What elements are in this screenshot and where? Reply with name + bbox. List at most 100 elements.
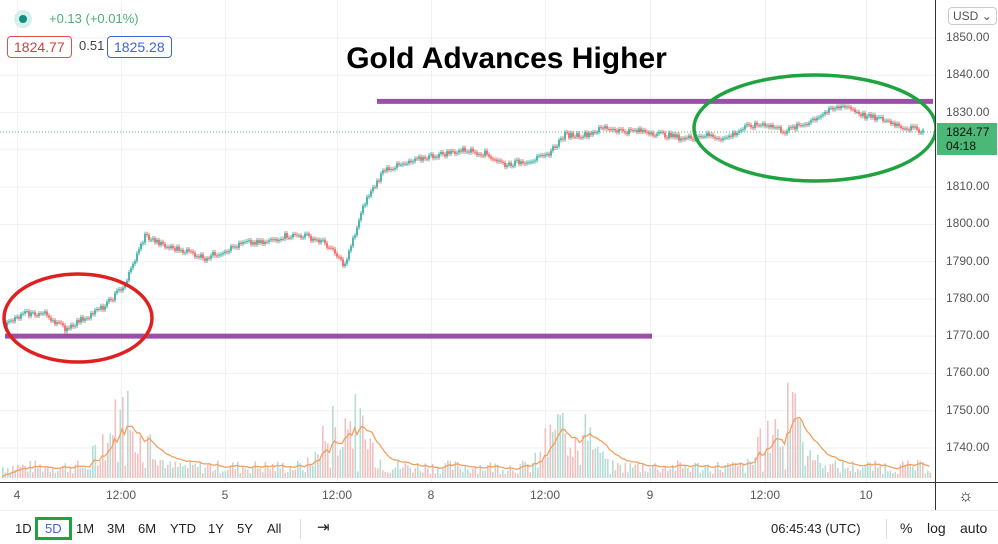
volume-bar [537, 467, 539, 478]
candle [548, 153, 550, 156]
volume-bar [407, 465, 409, 478]
range-3m[interactable]: 3M [107, 521, 126, 536]
candle [376, 180, 378, 188]
range-1d[interactable]: 1D [15, 521, 32, 536]
candle [206, 258, 208, 261]
calendar-arrow-icon[interactable]: ⇥ [317, 519, 330, 536]
volume-bar [332, 405, 334, 478]
candle [170, 245, 172, 249]
candle [260, 240, 262, 244]
percent-toggle[interactable]: % [900, 520, 913, 536]
gear-icon[interactable]: ☼ [958, 486, 974, 505]
candle [318, 239, 320, 243]
candle [766, 125, 768, 127]
candle [600, 127, 602, 129]
candle [282, 238, 284, 240]
candle [174, 248, 176, 251]
candle [118, 289, 120, 291]
volume-bar [224, 470, 227, 478]
price-axis[interactable]: USD ⌄ 1850.001840.001830.001820.001810.0… [935, 0, 998, 482]
volume-bar [667, 470, 669, 478]
candle [614, 129, 616, 131]
currency-label: USD [953, 9, 979, 23]
volume-bar [552, 432, 554, 478]
volume-bar [319, 458, 322, 478]
volume-bar [179, 462, 182, 478]
volume-bar [472, 468, 474, 478]
volume-bar [852, 461, 854, 478]
volume-bar [849, 470, 852, 478]
volume-bar [377, 468, 379, 478]
price-chart[interactable] [0, 0, 935, 482]
volume-bar [412, 472, 414, 478]
range-5d[interactable]: 5D [35, 517, 72, 540]
log-toggle[interactable]: log [927, 520, 946, 536]
candle [576, 133, 578, 137]
range-1m[interactable]: 1M [76, 521, 95, 536]
candle [892, 122, 894, 125]
candle [828, 108, 830, 113]
candle [602, 127, 604, 129]
candle [530, 161, 532, 163]
candle [622, 129, 624, 132]
candle [836, 106, 838, 109]
range-all[interactable]: All [267, 521, 282, 536]
candle [342, 259, 344, 266]
currency-select[interactable]: USD ⌄ [948, 7, 997, 25]
sell-button[interactable]: 1824.77 [7, 36, 72, 58]
candle [406, 163, 408, 165]
volume-bar [142, 462, 144, 478]
volume-bar [869, 462, 872, 478]
candle [314, 238, 316, 241]
volume-bar [839, 472, 842, 478]
candle [476, 152, 478, 155]
candle [50, 317, 52, 321]
volume-bar [714, 465, 717, 478]
y-tick-label: 1760.00 [946, 365, 990, 380]
candle [706, 132, 708, 137]
buy-button[interactable]: 1825.28 [107, 36, 172, 58]
candle [232, 246, 234, 248]
volume-bar [222, 471, 224, 478]
range-1y[interactable]: 1Y [208, 521, 224, 536]
range-6m[interactable]: 6M [138, 521, 157, 536]
volume-bar [229, 465, 232, 478]
candle [286, 233, 288, 238]
candle [656, 133, 658, 136]
candle [520, 161, 522, 165]
volume-bar [469, 472, 472, 478]
volume-bar [867, 462, 869, 478]
volume-bar [37, 468, 39, 478]
range-ytd[interactable]: YTD [170, 521, 196, 536]
candle [154, 238, 156, 243]
chevron-down-icon: ⌄ [981, 9, 992, 23]
time-axis[interactable]: 4 12:00 5 12:00 8 12:00 9 12:00 10 ☼ [0, 482, 998, 510]
auto-toggle[interactable]: auto [960, 520, 988, 536]
range-5y[interactable]: 5Y [237, 521, 253, 536]
volume-bar [2, 467, 4, 478]
candle [104, 306, 106, 310]
candle [332, 248, 334, 250]
candle [724, 137, 726, 139]
volume-bar [134, 452, 137, 478]
volume-bar [712, 473, 714, 478]
volume-bar [717, 461, 719, 478]
candle [846, 106, 848, 108]
volume-bar [392, 469, 394, 478]
candle [210, 255, 212, 259]
candle [646, 131, 648, 133]
candle [474, 151, 476, 153]
volume-bar [257, 468, 259, 478]
candle [200, 254, 202, 258]
volume-bar [9, 472, 12, 478]
candle [242, 242, 244, 244]
volume-bar [149, 434, 152, 478]
candle [24, 311, 26, 314]
volume-bar [354, 394, 357, 478]
candle [674, 133, 676, 138]
candle [340, 257, 342, 260]
candle [592, 131, 594, 135]
candle [166, 246, 168, 248]
candle [246, 241, 248, 243]
volume-bar [212, 471, 214, 478]
